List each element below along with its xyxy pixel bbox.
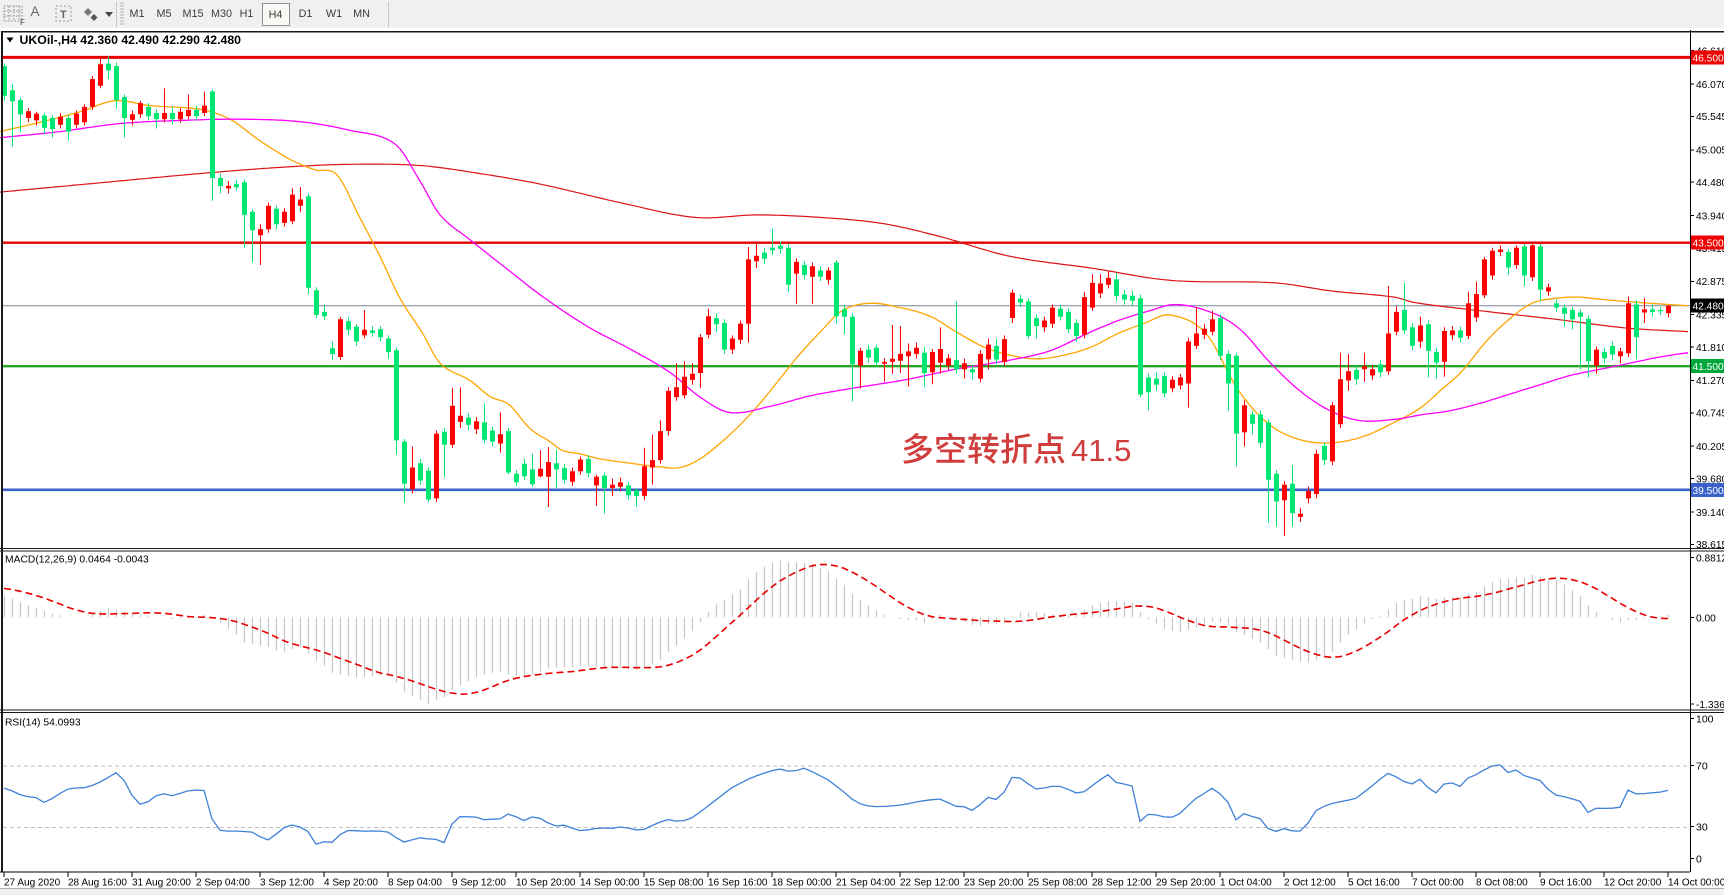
svg-text:10 Sep 20:00: 10 Sep 20:00 (516, 878, 576, 889)
svg-text:42.335: 42.335 (1696, 311, 1724, 322)
svg-text:-1.3368: -1.3368 (1696, 700, 1724, 711)
svg-text:0.00: 0.00 (1696, 613, 1716, 624)
svg-text:42.480: 42.480 (1693, 302, 1724, 313)
svg-text:12 Oct 20:00: 12 Oct 20:00 (1604, 878, 1662, 889)
svg-text:42.875: 42.875 (1696, 277, 1724, 288)
svg-text:7 Oct 00:00: 7 Oct 00:00 (1412, 878, 1464, 889)
svg-text:UKOil-,H4 42.360 42.490 42.29: UKOil-,H4 42.360 42.490 42.290 42.480 (20, 33, 242, 47)
svg-text:MACD(12,26,9) 0.0464 -0.0043: MACD(12,26,9) 0.0464 -0.0043 (5, 555, 149, 566)
svg-text:9 Oct 16:00: 9 Oct 16:00 (1540, 878, 1592, 889)
svg-text:T: T (60, 9, 67, 21)
svg-text:RSI(14) 54.0993: RSI(14) 54.0993 (5, 718, 81, 729)
svg-text:25 Sep 08:00: 25 Sep 08:00 (1028, 878, 1088, 889)
svg-text:15 Sep 08:00: 15 Sep 08:00 (644, 878, 704, 889)
svg-text:44.480: 44.480 (1696, 178, 1724, 189)
svg-text:41.5: 41.5 (1071, 433, 1131, 468)
svg-text:41.270: 41.270 (1696, 376, 1724, 387)
svg-text:39.680: 39.680 (1696, 474, 1724, 485)
svg-text:70: 70 (1696, 760, 1708, 772)
svg-text:5 Oct 16:00: 5 Oct 16:00 (1348, 878, 1400, 889)
svg-text:41.810: 41.810 (1696, 343, 1724, 354)
svg-text:41.500: 41.500 (1693, 362, 1724, 373)
svg-text:45.545: 45.545 (1696, 112, 1724, 123)
svg-text:18 Sep 00:00: 18 Sep 00:00 (772, 878, 832, 889)
svg-text:27 Aug 2020: 27 Aug 2020 (4, 878, 61, 889)
svg-text:1 Oct 04:00: 1 Oct 04:00 (1220, 878, 1272, 889)
svg-text:46.070: 46.070 (1696, 80, 1724, 91)
svg-text:16 Sep 16:00: 16 Sep 16:00 (708, 878, 768, 889)
svg-text:2 Oct 12:00: 2 Oct 12:00 (1284, 878, 1336, 889)
svg-text:28 Aug 16:00: 28 Aug 16:00 (68, 878, 127, 889)
svg-text:28 Sep 12:00: 28 Sep 12:00 (1092, 878, 1152, 889)
svg-text:14 Sep 00:00: 14 Sep 00:00 (580, 878, 640, 889)
svg-text:45.005: 45.005 (1696, 146, 1724, 157)
svg-text:39.500: 39.500 (1693, 486, 1724, 497)
svg-text:2 Sep 04:00: 2 Sep 04:00 (196, 878, 250, 889)
svg-text:43.940: 43.940 (1696, 211, 1724, 222)
svg-text:30: 30 (1696, 821, 1708, 833)
svg-text:0.8812: 0.8812 (1696, 553, 1724, 564)
svg-text:31 Aug 20:00: 31 Aug 20:00 (132, 878, 191, 889)
svg-text:21 Sep 04:00: 21 Sep 04:00 (836, 878, 896, 889)
svg-text:22 Sep 12:00: 22 Sep 12:00 (900, 878, 960, 889)
svg-text:8 Oct 08:00: 8 Oct 08:00 (1476, 878, 1528, 889)
svg-text:40.745: 40.745 (1696, 409, 1724, 420)
svg-text:29 Sep 20:00: 29 Sep 20:00 (1156, 878, 1216, 889)
svg-text:39.140: 39.140 (1696, 508, 1724, 519)
svg-text:46.500: 46.500 (1693, 53, 1724, 64)
svg-text:43.500: 43.500 (1693, 239, 1724, 250)
svg-text:14 Oct 00:00: 14 Oct 00:00 (1668, 878, 1724, 889)
svg-text:4 Sep 20:00: 4 Sep 20:00 (324, 878, 378, 889)
svg-text:40.205: 40.205 (1696, 442, 1724, 453)
svg-text:38.615: 38.615 (1696, 540, 1724, 551)
svg-text:F: F (20, 18, 25, 27)
svg-text:100: 100 (1696, 713, 1714, 725)
svg-text:3 Sep 12:00: 3 Sep 12:00 (260, 878, 314, 889)
svg-text:9 Sep 12:00: 9 Sep 12:00 (452, 878, 506, 889)
svg-text:0: 0 (1696, 853, 1702, 865)
svg-text:8 Sep 04:00: 8 Sep 04:00 (388, 878, 442, 889)
svg-text:23 Sep 20:00: 23 Sep 20:00 (964, 878, 1024, 889)
